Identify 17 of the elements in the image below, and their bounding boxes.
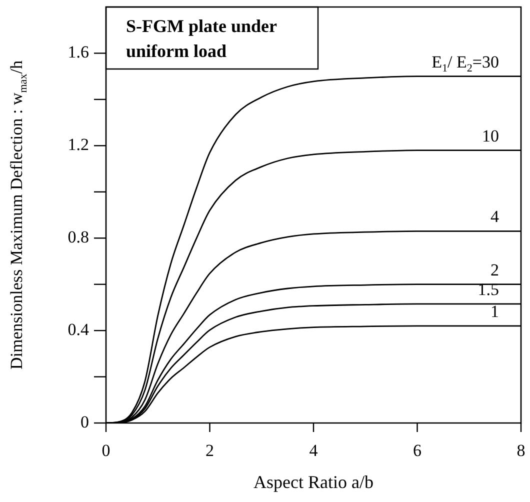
y-tick-label: 0.4 bbox=[68, 320, 90, 340]
x-tick-label: 2 bbox=[206, 440, 214, 460]
x-tick-label: 4 bbox=[309, 440, 318, 460]
x-tick-label: 8 bbox=[516, 440, 526, 460]
series-label: 4 bbox=[490, 207, 500, 226]
y-tick-label: 1.6 bbox=[68, 42, 89, 62]
series-label: 2 bbox=[490, 260, 499, 280]
y-tick-label: 1.2 bbox=[68, 135, 89, 154]
y-axis-title: Dimensionless Maximum Deflection : wmax/h bbox=[7, 60, 30, 370]
x-tick-label: 6 bbox=[413, 440, 422, 460]
series-label: 1 bbox=[490, 302, 499, 321]
x-axis-title: Aspect Ratio a/b bbox=[254, 472, 374, 492]
series-label: 10 bbox=[482, 126, 499, 146]
annotation: S-FGM plate under uniform load bbox=[126, 16, 278, 61]
y-tick-label: 0.8 bbox=[68, 228, 89, 247]
y-tick-label: 0 bbox=[80, 412, 89, 432]
x-tick-label: 0 bbox=[102, 440, 110, 460]
